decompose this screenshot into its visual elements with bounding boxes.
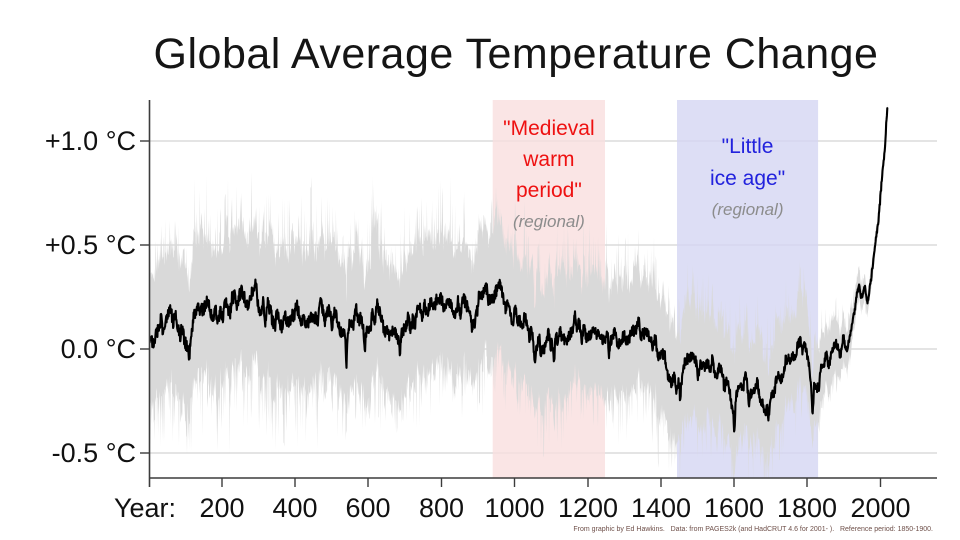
y-tick-label: 0.0 °C — [61, 334, 136, 364]
x-tick-label: 800 — [419, 493, 464, 523]
x-tick-label: 400 — [272, 493, 317, 523]
x-tick-label: 1000 — [484, 493, 544, 523]
temperature-line — [149, 107, 889, 433]
axes — [140, 100, 937, 487]
little-ice-age-regional-note: (regional) — [712, 200, 784, 219]
y-tick-label: +1.0 °C — [45, 126, 136, 156]
little-ice-age-label: "Little — [722, 135, 774, 158]
medieval-warm-period-label: period" — [516, 179, 582, 202]
credit-note: From graphic by Ed Hawkins. Data: from P… — [573, 526, 933, 533]
x-axis-labels: Year: 200 400 600 800 1000 1200 1400 160… — [114, 493, 911, 523]
x-tick-label: 1600 — [704, 493, 764, 523]
x-tick-label: 2000 — [850, 493, 910, 523]
little-ice-age-label: ice age" — [710, 167, 785, 190]
band-labels: "Medieval warm period" (regional) "Littl… — [503, 117, 785, 231]
y-axis-labels: +1.0 °C +0.5 °C 0.0 °C -0.5 °C — [45, 126, 136, 468]
x-tick-label: 600 — [345, 493, 390, 523]
medieval-regional-note: (regional) — [513, 212, 585, 231]
medieval-warm-period-label: warm — [522, 148, 574, 171]
uncertainty-band — [149, 102, 888, 479]
x-tick-label: 1800 — [777, 493, 837, 523]
medieval-warm-period-label: "Medieval — [503, 117, 595, 140]
x-tick-label: 1200 — [558, 493, 618, 523]
y-tick-label: -0.5 °C — [52, 438, 136, 468]
y-tick-label: +0.5 °C — [45, 230, 136, 260]
x-tick-label: 200 — [199, 493, 244, 523]
x-tick-label: 1400 — [631, 493, 691, 523]
x-axis-title: Year: — [114, 493, 176, 523]
plot-area — [149, 102, 889, 479]
chart-title: Global Average Temperature Change — [154, 30, 879, 78]
